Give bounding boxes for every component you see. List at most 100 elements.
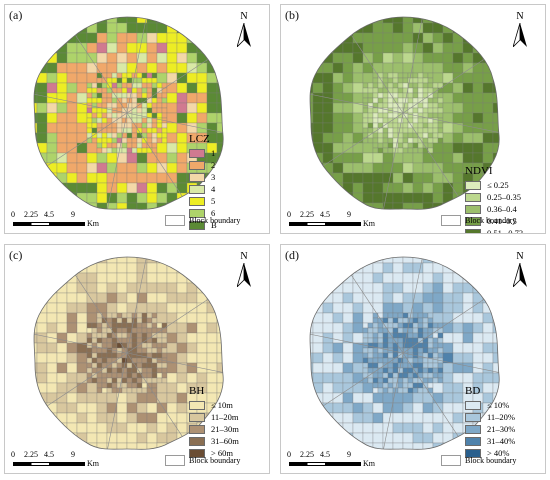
- block-boundary-swatch: [165, 455, 185, 466]
- block-cell: [176, 372, 188, 384]
- block-cell: [146, 192, 158, 204]
- block-cell: [56, 122, 68, 134]
- block-cell: [407, 372, 414, 379]
- block-cell: [101, 142, 108, 149]
- city-map: [33, 16, 224, 210]
- block-cell: [402, 42, 414, 54]
- block-cell: [402, 192, 414, 204]
- block-cell: [34, 152, 38, 164]
- block-cell: [392, 182, 404, 194]
- block-cell: [186, 322, 198, 334]
- block-boundary-label: Block boundary: [189, 216, 241, 225]
- block-cell: [417, 342, 424, 349]
- block-cell: [46, 262, 58, 274]
- block-cell: [76, 422, 88, 434]
- block-cell: [91, 127, 98, 134]
- block-cell: [462, 272, 474, 284]
- block-cell: [156, 92, 163, 99]
- block-cell: [382, 32, 394, 44]
- block-cell: [322, 42, 334, 54]
- block-cell: [101, 72, 108, 79]
- block-cell: [402, 402, 414, 414]
- block-cell: [66, 132, 78, 144]
- legend-label: 0.41–0.5: [487, 216, 517, 226]
- block-cell: [166, 162, 178, 174]
- block-cell: [126, 162, 138, 174]
- block-cell: [462, 312, 474, 324]
- block-cell: [176, 162, 188, 174]
- block-cell: [472, 272, 484, 284]
- block-cell: [462, 22, 474, 34]
- block-cell: [437, 377, 444, 384]
- block-cell: [442, 82, 454, 94]
- block-cell: [76, 372, 88, 384]
- block-cell: [176, 82, 188, 94]
- block-cell: [392, 432, 404, 444]
- road-line: [126, 352, 189, 445]
- block-cell: [352, 362, 364, 374]
- block-cell: [417, 92, 424, 99]
- block-cell: [91, 332, 98, 339]
- block-cell: [322, 282, 334, 294]
- city-outline: [309, 16, 500, 210]
- block-cell: [367, 332, 374, 339]
- block-cell: [141, 92, 148, 99]
- legend-row: 1: [189, 147, 263, 159]
- legend-swatch: [189, 184, 205, 194]
- block-cell: [452, 162, 464, 174]
- block-cell: [86, 257, 98, 264]
- block-cell: [397, 387, 404, 394]
- north-arrow-icon: N: [233, 11, 255, 49]
- block-cell: [342, 22, 354, 34]
- block-cell: [342, 332, 354, 344]
- block-cell: [136, 402, 148, 414]
- block-cell: [66, 402, 78, 414]
- block-cell: [362, 107, 369, 114]
- block-cell: [176, 202, 188, 210]
- block-cell: [482, 102, 494, 114]
- block-cell: [322, 392, 334, 404]
- block-cell: [86, 337, 93, 344]
- block-cell: [332, 22, 344, 34]
- block-cell: [452, 52, 464, 64]
- block-cell: [377, 357, 384, 364]
- block-cell: [437, 347, 444, 354]
- block-cell: [166, 102, 178, 114]
- block-cell: [96, 382, 103, 389]
- legend-swatch: [189, 160, 205, 170]
- block-cell: [352, 132, 364, 144]
- block-cell: [86, 432, 98, 444]
- block-cell: [126, 282, 138, 294]
- block-cell: [106, 317, 113, 324]
- block-cell: [216, 292, 224, 304]
- block-cell: [34, 262, 38, 274]
- block-cell: [492, 92, 500, 104]
- block-cell: [131, 367, 138, 374]
- block-cell: [352, 32, 364, 44]
- block-cell: [372, 112, 379, 119]
- block-cell: [462, 72, 474, 84]
- block-cell: [36, 162, 48, 174]
- block-cell: [362, 347, 369, 354]
- block-cell: [397, 82, 404, 89]
- block-cell: [106, 132, 113, 139]
- block-cell: [422, 357, 429, 364]
- block-cell: [407, 352, 414, 359]
- block-cell: [462, 142, 474, 154]
- block-cell: [412, 422, 424, 434]
- block-cell: [412, 117, 419, 124]
- block-cell: [462, 62, 474, 74]
- block-cell: [382, 412, 394, 424]
- block-cell: [402, 387, 409, 394]
- block-cell: [472, 102, 484, 114]
- block-cell: [372, 137, 379, 144]
- block-cell: [116, 352, 123, 359]
- block-cell: [310, 292, 314, 304]
- block-cell: [136, 182, 148, 194]
- block-cell: [462, 17, 474, 24]
- block-cell: [332, 17, 344, 24]
- block-cell: [437, 352, 444, 359]
- block-cell: [176, 322, 188, 334]
- block-cell: [312, 292, 324, 304]
- block-cell: [412, 357, 419, 364]
